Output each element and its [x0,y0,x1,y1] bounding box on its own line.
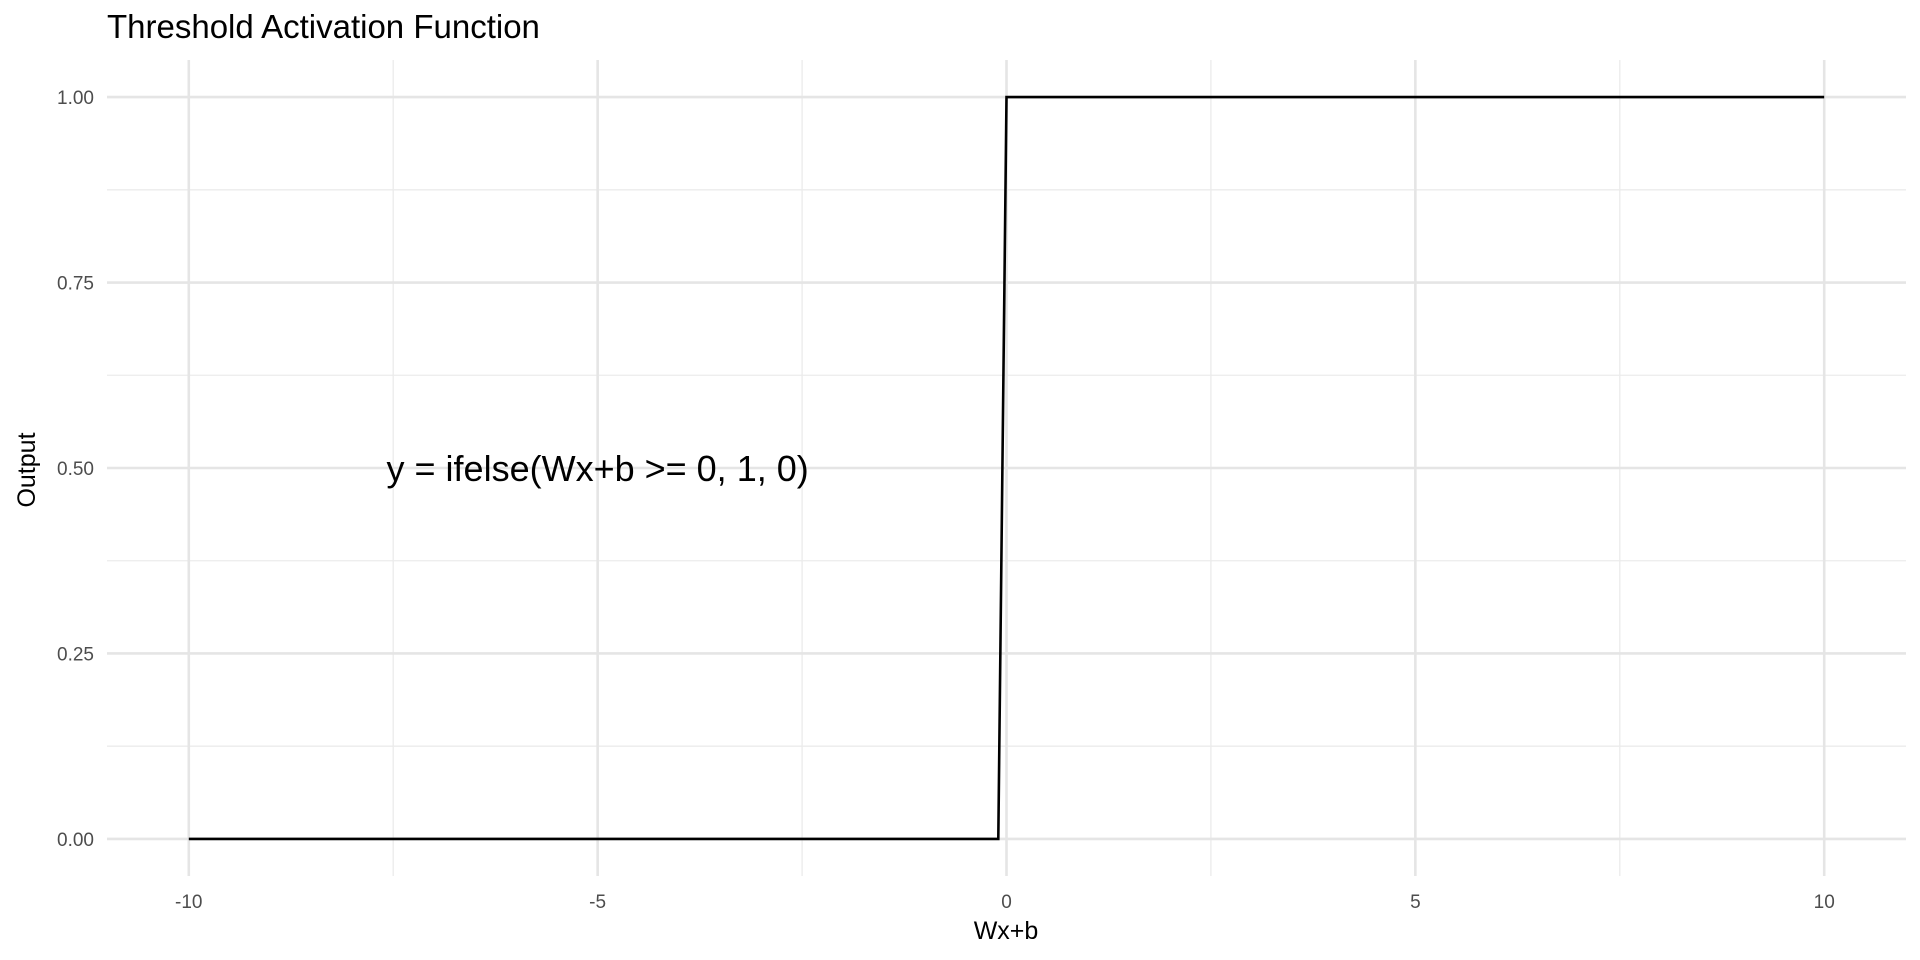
x-tick-label: 0 [1001,892,1012,913]
series-layer [188,95,1825,841]
y-tick-label: 0.50 [57,459,94,480]
y-tick-label: 0.75 [57,274,94,295]
x-tick-label: -5 [589,892,606,913]
x-tick-label: -10 [175,892,202,913]
y-axis-ticks: 0.00 0.25 0.50 0.75 1.00 [57,88,94,851]
x-tick-label: 10 [1814,892,1835,913]
y-tick-label: 0.25 [57,644,94,665]
formula-annotation: y = ifelse(Wx+b >= 0, 1, 0) [387,448,809,489]
x-tick-label: 5 [1410,892,1421,913]
y-tick-label: 1.00 [57,88,94,109]
step-function-line [188,95,1825,841]
x-axis-ticks: -10 -5 0 5 10 [175,892,1835,913]
x-axis-title: Wx+b [974,917,1039,945]
y-axis-title: Output [13,432,41,507]
y-tick-label: 0.00 [57,830,94,851]
chart-title: Threshold Activation Function [107,8,540,45]
